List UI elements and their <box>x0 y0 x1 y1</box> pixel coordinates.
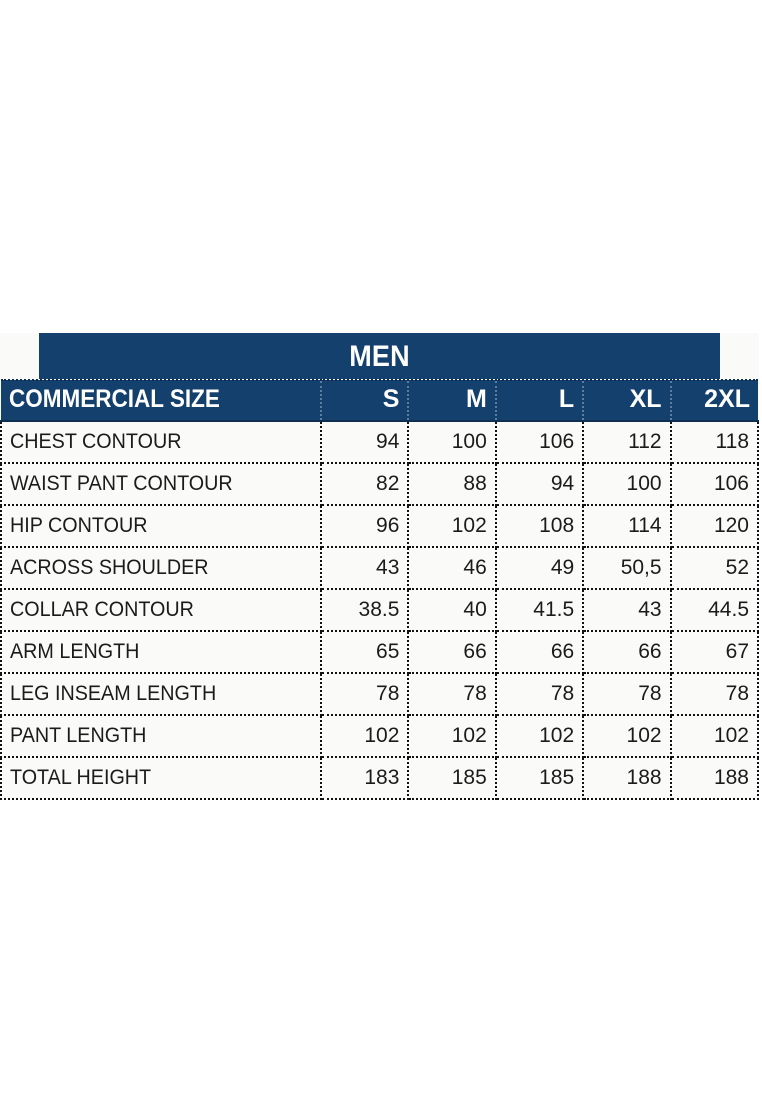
cell-value: 46 <box>408 547 497 590</box>
column-header-size-m: M <box>408 380 497 422</box>
cell-value: 94 <box>321 421 410 464</box>
cell-value: 102 <box>321 715 410 758</box>
cell-value: 108 <box>495 505 585 548</box>
cell-value: 38.5 <box>321 589 410 632</box>
table-row: HIP CONTOUR 96 102 108 114 120 <box>0 505 760 548</box>
cell-value: 66 <box>495 631 585 674</box>
row-label-text: PANT LENGTH <box>10 724 147 747</box>
column-header-row: COMMERCIAL SIZE S M L XL 2XL <box>1 380 758 422</box>
row-label-text: COLLAR CONTOUR <box>10 598 194 621</box>
row-label-text: WAIST PANT CONTOUR <box>10 472 233 495</box>
cell-value: 52 <box>670 547 760 590</box>
row-label: LEG INSEAM LENGTH <box>0 673 322 716</box>
cell-value: 78 <box>408 673 497 716</box>
cell-value: 67 <box>670 631 760 674</box>
chart-title: MEN <box>38 333 721 381</box>
cell-value: 106 <box>670 463 760 506</box>
cell-value: 120 <box>670 505 760 548</box>
cell-value: 88 <box>408 463 497 506</box>
cell-value: 185 <box>495 757 585 800</box>
row-label-text: ACROSS SHOULDER <box>10 556 209 579</box>
cell-value: 44.5 <box>670 589 760 632</box>
cell-value: 102 <box>583 715 672 758</box>
cell-value: 183 <box>321 757 410 800</box>
cell-value: 94 <box>495 463 585 506</box>
table-row: ACROSS SHOULDER 43 46 49 50,5 52 <box>0 547 760 590</box>
cell-value: 78 <box>321 673 410 716</box>
row-label-text: HIP CONTOUR <box>10 514 148 537</box>
cell-value: 49 <box>495 547 585 590</box>
table-row: CHEST CONTOUR 94 100 106 112 118 <box>0 421 760 464</box>
cell-value: 185 <box>408 757 497 800</box>
table-row: LEG INSEAM LENGTH 78 78 78 78 78 <box>0 673 760 716</box>
table-body: CHEST CONTOUR 94 100 106 112 118 WAIST P… <box>0 421 760 800</box>
men-size-chart-table: MEN COMMERCIAL SIZE S M L XL 2XL CHEST C… <box>0 333 760 800</box>
cell-value: 43 <box>583 589 672 632</box>
row-label: TOTAL HEIGHT <box>0 757 322 800</box>
cell-value: 102 <box>670 715 760 758</box>
row-label: COLLAR CONTOUR <box>0 589 322 632</box>
cell-value: 188 <box>583 757 672 800</box>
column-header-size-l: L <box>495 380 585 422</box>
cell-value: 96 <box>321 505 410 548</box>
cell-value: 43 <box>321 547 410 590</box>
row-label: CHEST CONTOUR <box>0 421 322 464</box>
cell-value: 100 <box>408 421 497 464</box>
column-header-commercial-size-text: COMMERCIAL SIZE <box>9 385 220 413</box>
column-header-commercial-size: COMMERCIAL SIZE <box>1 380 322 422</box>
cell-value: 118 <box>670 421 760 464</box>
row-label: PANT LENGTH <box>0 715 322 758</box>
column-header-size-2xl: 2XL <box>670 380 758 422</box>
cell-value: 78 <box>583 673 672 716</box>
cell-value: 112 <box>583 421 672 464</box>
cell-value: 102 <box>495 715 585 758</box>
cell-value: 78 <box>495 673 585 716</box>
row-label-text: ARM LENGTH <box>10 640 140 663</box>
cell-value: 100 <box>583 463 672 506</box>
table-row: COLLAR CONTOUR 38.5 40 41.5 43 44.5 <box>0 589 760 632</box>
row-label-text: TOTAL HEIGHT <box>10 766 152 789</box>
cell-value: 66 <box>583 631 672 674</box>
cell-value: 40 <box>408 589 497 632</box>
cell-value: 65 <box>321 631 410 674</box>
cell-value: 50,5 <box>583 547 672 590</box>
row-label: ARM LENGTH <box>0 631 322 674</box>
cell-value: 102 <box>408 715 497 758</box>
column-header-size-s: S <box>321 380 410 422</box>
table-row: PANT LENGTH 102 102 102 102 102 <box>0 715 760 758</box>
cell-value: 78 <box>670 673 760 716</box>
table-row: ARM LENGTH 65 66 66 66 67 <box>0 631 760 674</box>
cell-value: 66 <box>408 631 497 674</box>
cell-value: 106 <box>495 421 585 464</box>
size-chart-container: MEN COMMERCIAL SIZE S M L XL 2XL CHEST C… <box>0 333 760 800</box>
cell-value: 102 <box>408 505 497 548</box>
cell-value: 82 <box>321 463 410 506</box>
row-label-text: CHEST CONTOUR <box>10 430 182 453</box>
row-label: HIP CONTOUR <box>0 505 322 548</box>
table-row: TOTAL HEIGHT 183 185 185 188 188 <box>0 757 760 800</box>
chart-title-row: MEN <box>1 333 758 381</box>
cell-value: 188 <box>670 757 760 800</box>
row-label: WAIST PANT CONTOUR <box>0 463 322 506</box>
column-header-size-xl: XL <box>583 380 672 422</box>
table-row: WAIST PANT CONTOUR 82 88 94 100 106 <box>0 463 760 506</box>
row-label: ACROSS SHOULDER <box>0 547 322 590</box>
cell-value: 41.5 <box>495 589 585 632</box>
row-label-text: LEG INSEAM LENGTH <box>10 682 217 705</box>
table-header: MEN COMMERCIAL SIZE S M L XL 2XL <box>1 333 758 422</box>
cell-value: 114 <box>583 505 672 548</box>
